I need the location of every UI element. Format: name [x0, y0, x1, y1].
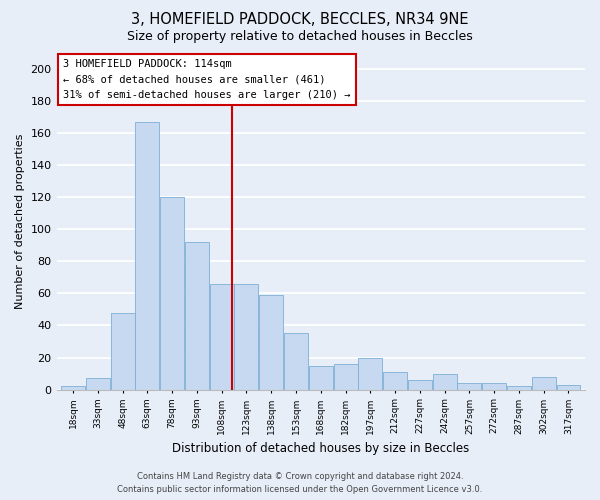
Bar	[284, 334, 308, 390]
Bar	[160, 197, 184, 390]
Bar	[358, 358, 382, 390]
Bar	[457, 383, 481, 390]
Bar	[210, 284, 233, 390]
Text: Size of property relative to detached houses in Beccles: Size of property relative to detached ho…	[127, 30, 473, 43]
Bar	[61, 386, 85, 390]
Bar	[309, 366, 333, 390]
Bar	[557, 385, 580, 390]
Bar	[185, 242, 209, 390]
Bar	[532, 377, 556, 390]
Y-axis label: Number of detached properties: Number of detached properties	[15, 134, 25, 309]
Text: 3, HOMEFIELD PADDOCK, BECCLES, NR34 9NE: 3, HOMEFIELD PADDOCK, BECCLES, NR34 9NE	[131, 12, 469, 28]
Bar	[433, 374, 457, 390]
Bar	[408, 380, 432, 390]
Bar	[235, 284, 259, 390]
Bar	[110, 312, 134, 390]
Bar	[86, 378, 110, 390]
Bar	[136, 122, 160, 390]
Bar	[334, 364, 358, 390]
Bar	[482, 383, 506, 390]
Text: 3 HOMEFIELD PADDOCK: 114sqm
← 68% of detached houses are smaller (461)
31% of se: 3 HOMEFIELD PADDOCK: 114sqm ← 68% of det…	[63, 59, 350, 100]
Bar	[383, 372, 407, 390]
Bar	[507, 386, 531, 390]
Bar	[259, 295, 283, 390]
X-axis label: Distribution of detached houses by size in Beccles: Distribution of detached houses by size …	[172, 442, 469, 455]
Text: Contains HM Land Registry data © Crown copyright and database right 2024.
Contai: Contains HM Land Registry data © Crown c…	[118, 472, 482, 494]
